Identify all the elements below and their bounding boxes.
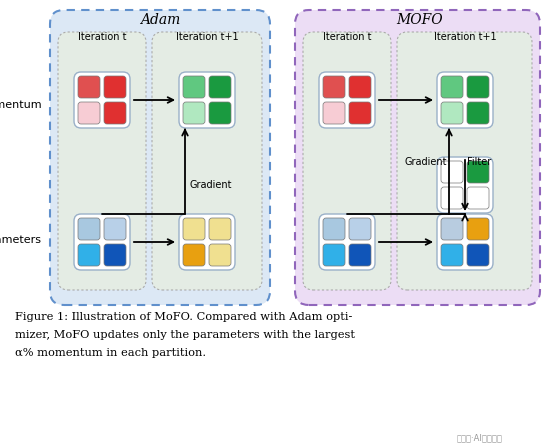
- FancyBboxPatch shape: [209, 102, 231, 124]
- Text: Iteration t: Iteration t: [323, 32, 371, 42]
- Text: MOFO: MOFO: [397, 13, 443, 27]
- Text: 公众号·AI论文解读: 公众号·AI论文解读: [457, 434, 503, 443]
- Text: Adam: Adam: [140, 13, 180, 27]
- Text: mizer, MoFO updates only the parameters with the largest: mizer, MoFO updates only the parameters …: [15, 330, 355, 340]
- FancyBboxPatch shape: [78, 76, 100, 98]
- FancyBboxPatch shape: [467, 244, 489, 266]
- FancyBboxPatch shape: [74, 214, 130, 270]
- FancyBboxPatch shape: [441, 76, 463, 98]
- Text: Iteration t+1: Iteration t+1: [176, 32, 238, 42]
- FancyBboxPatch shape: [467, 187, 489, 209]
- Text: α% momentum in each partition.: α% momentum in each partition.: [15, 348, 206, 358]
- FancyBboxPatch shape: [349, 102, 371, 124]
- FancyBboxPatch shape: [78, 244, 100, 266]
- FancyBboxPatch shape: [104, 102, 126, 124]
- FancyBboxPatch shape: [349, 76, 371, 98]
- FancyBboxPatch shape: [74, 72, 130, 128]
- FancyBboxPatch shape: [441, 161, 463, 183]
- FancyBboxPatch shape: [183, 76, 205, 98]
- Text: Iteration t+1: Iteration t+1: [434, 32, 496, 42]
- FancyBboxPatch shape: [209, 76, 231, 98]
- FancyBboxPatch shape: [323, 244, 345, 266]
- FancyBboxPatch shape: [441, 244, 463, 266]
- Text: Gradient: Gradient: [405, 157, 447, 167]
- FancyBboxPatch shape: [179, 214, 235, 270]
- Text: Filter: Filter: [467, 157, 491, 167]
- Text: Figure 1: Illustration of MoFO. Compared with Adam opti-: Figure 1: Illustration of MoFO. Compared…: [15, 312, 352, 322]
- FancyBboxPatch shape: [441, 102, 463, 124]
- Text: Iteration t: Iteration t: [78, 32, 126, 42]
- FancyBboxPatch shape: [78, 218, 100, 240]
- FancyBboxPatch shape: [437, 214, 493, 270]
- FancyBboxPatch shape: [467, 161, 489, 183]
- FancyBboxPatch shape: [467, 218, 489, 240]
- FancyBboxPatch shape: [50, 10, 270, 305]
- FancyBboxPatch shape: [104, 76, 126, 98]
- FancyBboxPatch shape: [183, 244, 205, 266]
- Text: Gradient: Gradient: [189, 180, 232, 190]
- FancyBboxPatch shape: [78, 102, 100, 124]
- FancyBboxPatch shape: [323, 76, 345, 98]
- FancyBboxPatch shape: [467, 76, 489, 98]
- FancyBboxPatch shape: [349, 218, 371, 240]
- FancyBboxPatch shape: [319, 214, 375, 270]
- FancyBboxPatch shape: [441, 218, 463, 240]
- FancyBboxPatch shape: [467, 102, 489, 124]
- FancyBboxPatch shape: [58, 32, 146, 290]
- FancyBboxPatch shape: [209, 244, 231, 266]
- FancyBboxPatch shape: [437, 157, 493, 213]
- FancyBboxPatch shape: [295, 10, 540, 305]
- FancyBboxPatch shape: [349, 244, 371, 266]
- FancyBboxPatch shape: [183, 102, 205, 124]
- FancyBboxPatch shape: [323, 218, 345, 240]
- Text: Parameters: Parameters: [0, 235, 42, 245]
- FancyBboxPatch shape: [397, 32, 532, 290]
- FancyBboxPatch shape: [183, 218, 205, 240]
- FancyBboxPatch shape: [303, 32, 391, 290]
- FancyBboxPatch shape: [104, 244, 126, 266]
- FancyBboxPatch shape: [323, 102, 345, 124]
- FancyBboxPatch shape: [209, 218, 231, 240]
- FancyBboxPatch shape: [319, 72, 375, 128]
- FancyBboxPatch shape: [441, 187, 463, 209]
- Text: Momentum: Momentum: [0, 100, 42, 110]
- FancyBboxPatch shape: [437, 72, 493, 128]
- FancyBboxPatch shape: [179, 72, 235, 128]
- FancyBboxPatch shape: [104, 218, 126, 240]
- FancyBboxPatch shape: [152, 32, 262, 290]
